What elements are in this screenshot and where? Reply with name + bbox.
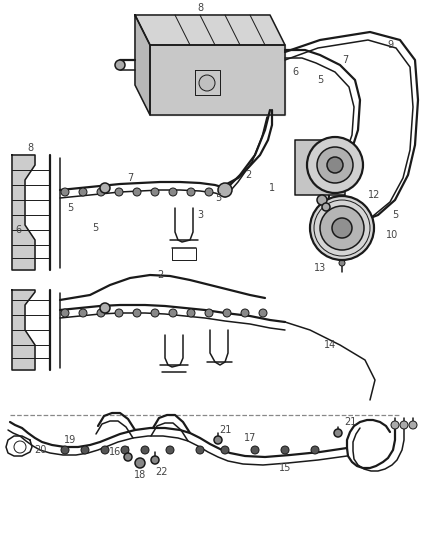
Circle shape	[218, 183, 232, 197]
Circle shape	[322, 203, 330, 211]
Circle shape	[339, 260, 345, 266]
Text: 5: 5	[92, 223, 98, 233]
Polygon shape	[12, 155, 35, 270]
Text: 6: 6	[15, 225, 21, 235]
Circle shape	[214, 436, 222, 444]
Circle shape	[334, 429, 342, 437]
Circle shape	[317, 195, 327, 205]
Circle shape	[332, 218, 352, 238]
Text: 8: 8	[197, 3, 203, 13]
Circle shape	[166, 446, 174, 454]
Circle shape	[79, 188, 87, 196]
Circle shape	[169, 309, 177, 317]
Circle shape	[199, 75, 215, 91]
Circle shape	[151, 188, 159, 196]
Circle shape	[391, 421, 399, 429]
Circle shape	[241, 309, 249, 317]
Text: 2: 2	[245, 170, 251, 180]
Text: 16: 16	[109, 447, 121, 457]
Text: 5: 5	[392, 210, 398, 220]
Circle shape	[61, 188, 69, 196]
Text: 21: 21	[219, 425, 231, 435]
Text: 21: 21	[344, 417, 356, 427]
Circle shape	[141, 446, 149, 454]
Circle shape	[205, 188, 213, 196]
Circle shape	[100, 183, 110, 193]
Text: 7: 7	[127, 173, 133, 183]
Circle shape	[205, 309, 213, 317]
Circle shape	[81, 446, 89, 454]
Text: 14: 14	[324, 340, 336, 350]
Text: 5: 5	[215, 193, 221, 203]
Text: 3: 3	[197, 210, 203, 220]
Polygon shape	[135, 15, 285, 45]
Circle shape	[307, 137, 363, 193]
Circle shape	[187, 188, 195, 196]
Circle shape	[196, 446, 204, 454]
Polygon shape	[12, 290, 35, 370]
Circle shape	[101, 446, 109, 454]
Text: 1: 1	[269, 183, 275, 193]
Circle shape	[100, 303, 110, 313]
Text: 10: 10	[386, 230, 398, 240]
Circle shape	[320, 206, 364, 250]
Circle shape	[223, 309, 231, 317]
Text: 2: 2	[157, 270, 163, 280]
Text: 17: 17	[244, 433, 256, 443]
Text: 20: 20	[34, 445, 46, 455]
Polygon shape	[150, 45, 285, 115]
Circle shape	[317, 147, 353, 183]
Circle shape	[61, 446, 69, 454]
Circle shape	[115, 188, 123, 196]
Circle shape	[151, 309, 159, 317]
Circle shape	[121, 446, 129, 454]
Polygon shape	[135, 15, 150, 115]
Circle shape	[151, 456, 159, 464]
Text: 5: 5	[317, 75, 323, 85]
Circle shape	[169, 188, 177, 196]
Circle shape	[79, 309, 87, 317]
Circle shape	[135, 458, 145, 468]
Text: 7: 7	[342, 55, 348, 65]
Circle shape	[310, 196, 374, 260]
Circle shape	[115, 60, 125, 70]
Circle shape	[97, 188, 105, 196]
Text: 8: 8	[27, 143, 33, 153]
Text: 22: 22	[156, 467, 168, 477]
Text: 5: 5	[67, 203, 73, 213]
Circle shape	[124, 453, 132, 461]
Circle shape	[221, 446, 229, 454]
Circle shape	[327, 157, 343, 173]
Circle shape	[281, 446, 289, 454]
Circle shape	[251, 446, 259, 454]
Text: 15: 15	[279, 463, 291, 473]
Circle shape	[400, 421, 408, 429]
Text: 18: 18	[134, 470, 146, 480]
Circle shape	[259, 309, 267, 317]
Text: 19: 19	[64, 435, 76, 445]
Circle shape	[97, 309, 105, 317]
Text: 9: 9	[387, 40, 393, 50]
Text: 6: 6	[292, 67, 298, 77]
FancyBboxPatch shape	[295, 140, 345, 195]
Circle shape	[61, 309, 69, 317]
Circle shape	[133, 309, 141, 317]
Circle shape	[311, 446, 319, 454]
Text: 12: 12	[368, 190, 380, 200]
Circle shape	[409, 421, 417, 429]
Circle shape	[133, 188, 141, 196]
Circle shape	[115, 309, 123, 317]
Text: 13: 13	[314, 263, 326, 273]
Circle shape	[187, 309, 195, 317]
